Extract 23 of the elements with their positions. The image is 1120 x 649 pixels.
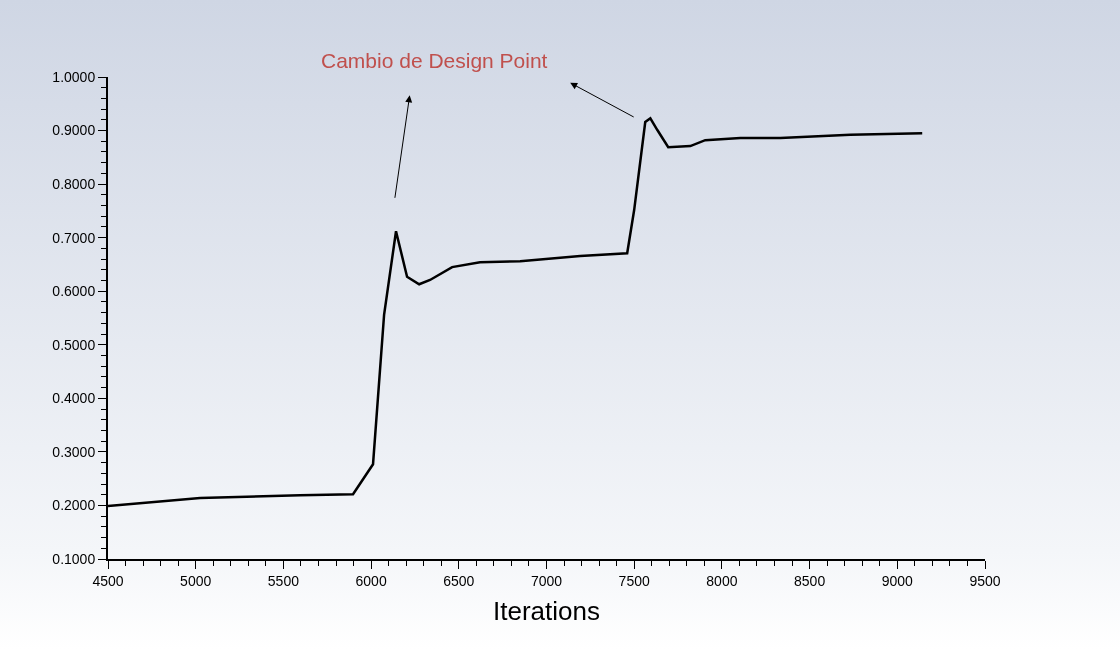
x-tick-label: 8000 [706, 572, 738, 589]
y-tick-label: 0.3000 [52, 443, 96, 460]
y-tick-label: 0.6000 [52, 283, 96, 300]
x-tick-label: 6500 [443, 572, 475, 589]
x-tick-label: 5000 [180, 572, 212, 589]
x-tick-label: 7000 [530, 572, 563, 589]
x-tick-label: 5500 [267, 572, 300, 589]
y-tick-label: 0.8000 [52, 176, 96, 193]
x-tick-label: 8500 [794, 572, 826, 589]
x-tick-label: 9500 [969, 572, 1001, 589]
x-axis-title: Iterations [493, 596, 600, 626]
y-tick-label: 0.9000 [52, 122, 96, 139]
x-tick-label: 4500 [92, 572, 124, 589]
y-tick-label: 1.0000 [52, 68, 96, 85]
y-tick-label: 0.7000 [52, 229, 96, 246]
y-tick-label: 0.2000 [52, 497, 96, 514]
y-tick-label: 0.5000 [52, 336, 96, 353]
text: Cambio de Design Point [321, 49, 548, 72]
x-tick-label: 9000 [881, 572, 914, 589]
x-tick-label: 7500 [618, 572, 650, 589]
y-tick-label: 0.1000 [52, 550, 96, 567]
x-tick-label: 6000 [355, 572, 387, 589]
y-tick-label: 0.4000 [52, 390, 96, 407]
